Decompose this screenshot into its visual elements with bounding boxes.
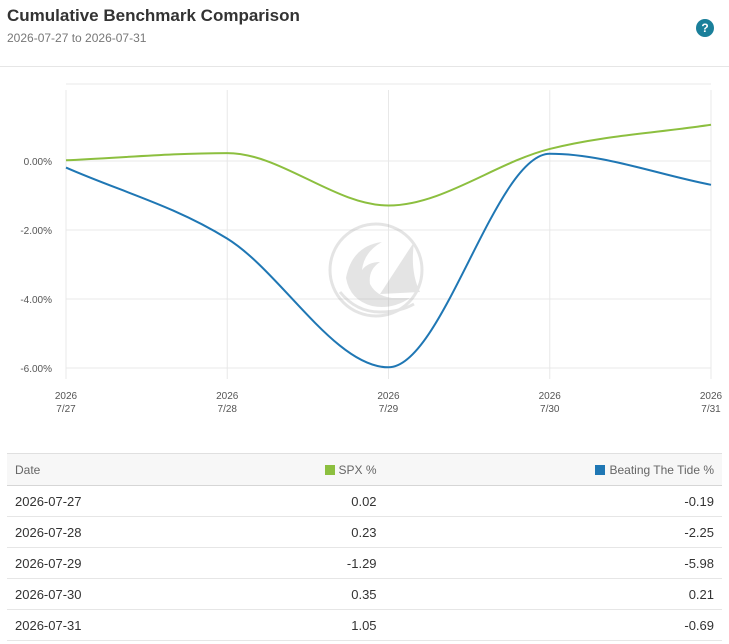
table-row: 2026-07-28 0.23 -2.25: [7, 516, 722, 548]
help-icon[interactable]: ?: [696, 19, 714, 37]
btt-cell: 0.21: [384, 578, 722, 610]
spx-legend-swatch: [324, 464, 335, 475]
btt-cell: -5.98: [384, 547, 722, 579]
table-header-row: Date SPX % Beating The Tide %: [7, 453, 722, 486]
btt-cell: -0.69: [384, 609, 722, 641]
table-row: 2026-07-29 -1.29 -5.98: [7, 547, 722, 579]
x-tick-label: 7/28: [218, 404, 238, 415]
spx-cell: 0.02: [213, 485, 385, 517]
y-tick-label: -2.00%: [20, 226, 52, 237]
x-tick-label: 2026: [539, 391, 562, 402]
table-row: 2026-07-31 1.05 -0.69: [7, 609, 722, 641]
x-tick-label: 7/27: [56, 404, 76, 415]
watermark-logo-icon: [328, 222, 424, 318]
x-tick-label: 7/29: [379, 404, 399, 415]
btt-column-header[interactable]: Beating The Tide %: [384, 453, 722, 486]
chart-header: Cumulative Benchmark Comparison 2026-07-…: [0, 0, 729, 67]
spx-column-label: SPX %: [338, 462, 377, 477]
x-tick-label: 7/30: [540, 404, 560, 415]
y-tick-label: -6.00%: [20, 364, 52, 375]
series-lines: [65, 123, 712, 369]
chart-title: Cumulative Benchmark Comparison: [7, 6, 300, 25]
date-range: 2026-07-27 to 2026-07-31: [7, 31, 147, 45]
date-cell: 2026-07-30: [7, 578, 214, 610]
y-tick-label: -4.00%: [20, 295, 52, 306]
spx-series-line: [65, 123, 712, 207]
date-cell: 2026-07-28: [7, 516, 214, 548]
x-tick-label: 2026: [377, 391, 400, 402]
btt-cell: -0.19: [384, 485, 722, 517]
x-tick-label: 2026: [55, 391, 78, 402]
btt-column-label: Beating The Tide %: [609, 462, 714, 477]
data-table: Date SPX % Beating The Tide % 2026-07-27…: [7, 453, 722, 641]
spx-cell: 0.35: [213, 578, 385, 610]
date-column-header[interactable]: Date: [7, 453, 214, 486]
x-tick-label: 2026: [216, 391, 239, 402]
table-row: 2026-07-30 0.35 0.21: [7, 578, 722, 610]
btt-series-line: [65, 152, 712, 369]
date-cell: 2026-07-27: [7, 485, 214, 517]
y-axis: 0.00% -2.00% -4.00% -6.00%: [20, 157, 52, 375]
spx-cell: -1.29: [213, 547, 385, 579]
date-cell: 2026-07-29: [7, 547, 214, 579]
x-axis: 2026 7/27 2026 7/28 2026 7/29 2026 7/30 2026 7/31: [55, 391, 723, 415]
spx-cell: 1.05: [213, 609, 385, 641]
spx-cell: 0.23: [213, 516, 385, 548]
btt-legend-swatch: [595, 464, 606, 475]
btt-cell: -2.25: [384, 516, 722, 548]
x-tick-label: 2026: [700, 391, 723, 402]
chart-grid: [65, 83, 712, 379]
line-chart: 0.00% -2.00% -4.00% -6.00% 2026 7/27 2026 7/28…: [20, 83, 723, 415]
table-row: 2026-07-27 0.02 -0.19: [7, 485, 722, 517]
spx-column-header[interactable]: SPX %: [213, 453, 385, 486]
x-tick-label: 7/31: [701, 404, 721, 415]
date-cell: 2026-07-31: [7, 609, 214, 641]
y-tick-label: 0.00%: [24, 157, 52, 168]
